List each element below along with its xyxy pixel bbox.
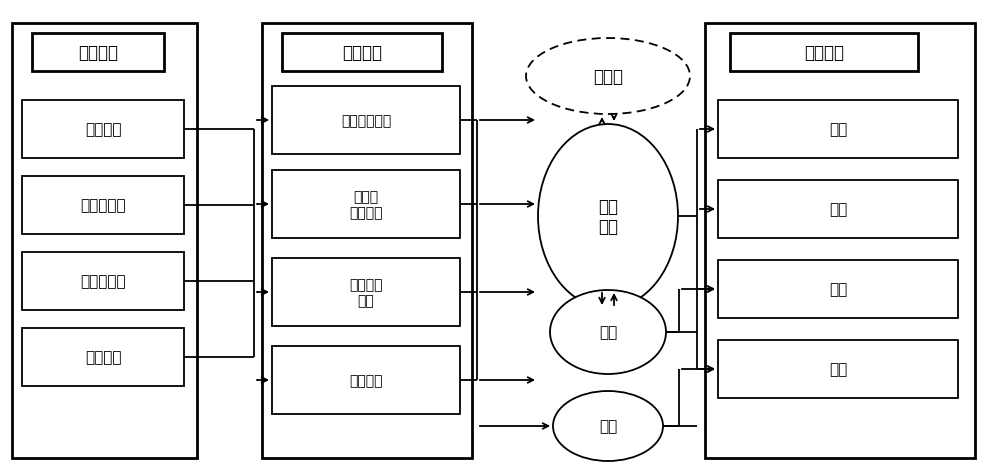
Bar: [22, 101, 184, 159]
Bar: [22, 177, 184, 235]
Ellipse shape: [550, 290, 666, 374]
Text: 化石燃料: 化石燃料: [85, 122, 121, 137]
Bar: [262, 24, 472, 458]
Text: 终端负荷: 终端负荷: [804, 44, 844, 62]
Bar: [22, 252, 184, 310]
Text: 传统发电技术: 传统发电技术: [341, 114, 391, 128]
Bar: [282, 34, 442, 72]
Bar: [718, 340, 958, 398]
Text: 其他能源: 其他能源: [85, 350, 121, 365]
Bar: [730, 34, 918, 72]
Text: 热力技术: 热力技术: [349, 373, 383, 387]
Bar: [22, 328, 184, 386]
Text: 蓄热: 蓄热: [599, 418, 617, 434]
Bar: [718, 101, 958, 159]
Bar: [718, 260, 958, 318]
Text: 可再生能源: 可再生能源: [80, 198, 126, 213]
Text: 能源转换: 能源转换: [342, 44, 382, 62]
Bar: [718, 180, 958, 238]
Ellipse shape: [553, 391, 663, 461]
Bar: [705, 24, 975, 458]
Text: 蓄电: 蓄电: [599, 325, 617, 340]
Bar: [272, 346, 460, 414]
Text: 区域
微网: 区域 微网: [598, 197, 618, 236]
Text: 供冷: 供冷: [829, 202, 847, 217]
Bar: [12, 24, 197, 458]
Bar: [272, 87, 460, 155]
Text: 大电网: 大电网: [593, 68, 623, 86]
Ellipse shape: [538, 125, 678, 308]
Bar: [272, 170, 460, 238]
Text: 电力: 电力: [829, 122, 847, 137]
Bar: [272, 258, 460, 327]
Text: 热电联产
技术: 热电联产 技术: [349, 278, 383, 307]
Text: 一次能源: 一次能源: [78, 44, 118, 62]
Bar: [32, 34, 164, 72]
Text: 可再生
能源技术: 可再生 能源技术: [349, 189, 383, 219]
Ellipse shape: [526, 39, 690, 115]
Text: 热水: 热水: [829, 362, 847, 377]
Text: 供暖: 供暖: [829, 282, 847, 297]
Text: 未利用能源: 未利用能源: [80, 274, 126, 289]
